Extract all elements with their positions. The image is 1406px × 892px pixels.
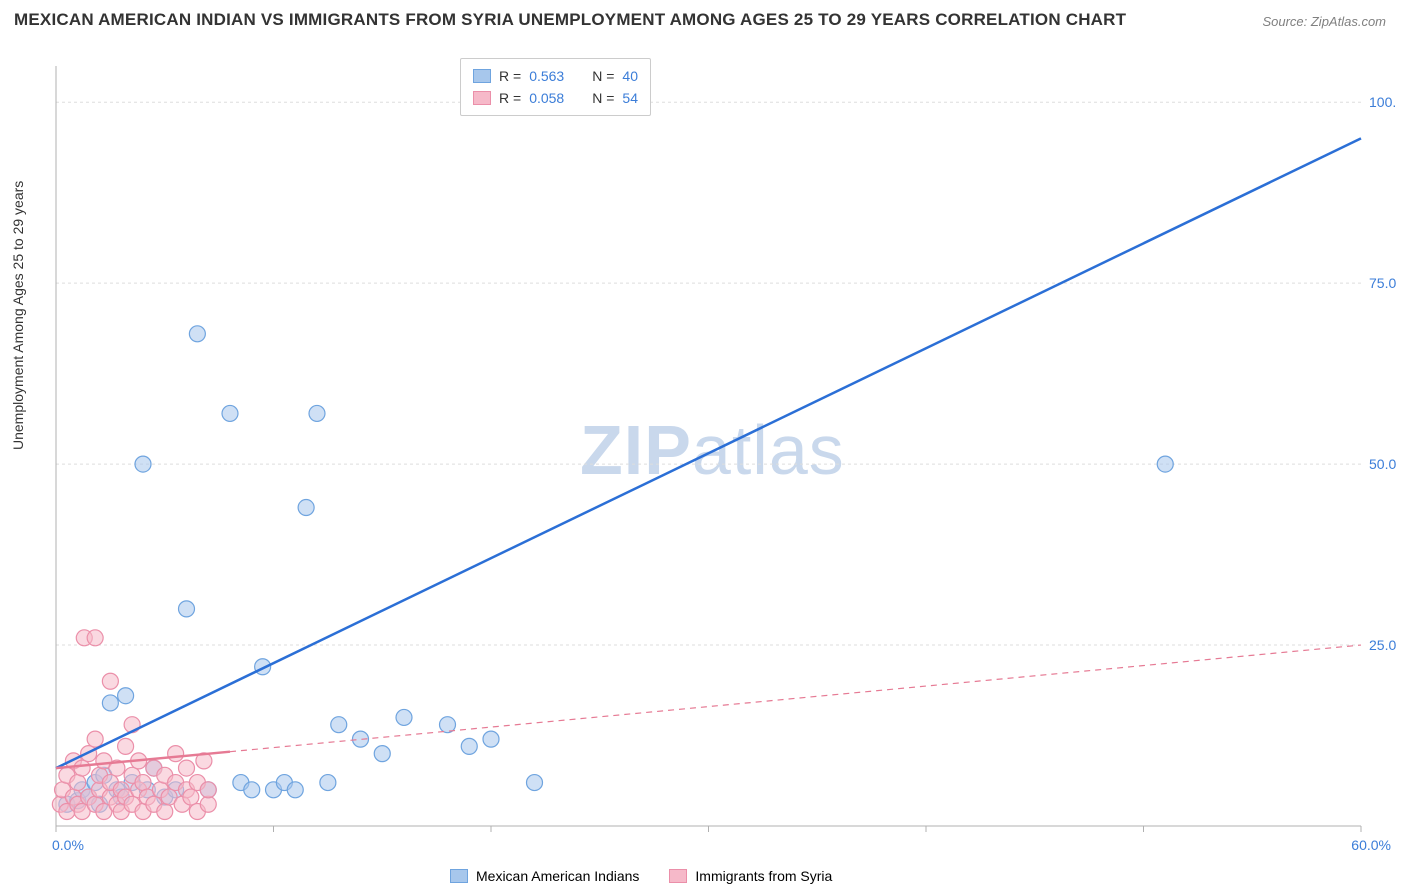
n-value: 40 xyxy=(622,65,638,87)
r-label: R = xyxy=(499,87,521,109)
data-point xyxy=(461,738,477,754)
data-point xyxy=(287,782,303,798)
r-label: R = xyxy=(499,65,521,87)
data-point xyxy=(320,775,336,791)
n-value: 54 xyxy=(622,87,638,109)
legend-label: Immigrants from Syria xyxy=(695,868,832,884)
data-point xyxy=(157,804,173,820)
data-point xyxy=(70,775,86,791)
n-label: N = xyxy=(592,87,614,109)
data-point xyxy=(309,405,325,421)
data-point xyxy=(87,630,103,646)
data-point xyxy=(74,760,90,776)
y-tick-label: 25.0% xyxy=(1369,637,1396,653)
r-value: 0.058 xyxy=(529,87,564,109)
legend-item: Immigrants from Syria xyxy=(669,868,832,884)
trend-line xyxy=(56,138,1361,768)
legend-label: Mexican American Indians xyxy=(476,868,639,884)
data-point xyxy=(183,789,199,805)
trend-line-dashed xyxy=(230,645,1361,752)
legend-row: R = 0.563 N = 40 xyxy=(473,65,638,87)
series-legend: Mexican American Indians Immigrants from … xyxy=(450,868,832,884)
legend-swatch xyxy=(473,69,491,83)
legend-item: Mexican American Indians xyxy=(450,868,639,884)
y-tick-label: 100.0% xyxy=(1369,94,1396,110)
data-point xyxy=(298,500,314,516)
y-tick-label: 75.0% xyxy=(1369,275,1396,291)
legend-swatch xyxy=(450,869,468,883)
data-point xyxy=(374,746,390,762)
data-point xyxy=(244,782,260,798)
data-point xyxy=(118,738,134,754)
scatter-chart: 25.0% 50.0% 75.0% 100.0% 0.0% 60.0% xyxy=(46,56,1396,856)
data-point xyxy=(222,405,238,421)
data-point xyxy=(118,688,134,704)
data-point xyxy=(179,601,195,617)
chart-title: MEXICAN AMERICAN INDIAN VS IMMIGRANTS FR… xyxy=(14,10,1126,30)
data-point xyxy=(102,673,118,689)
data-point xyxy=(102,695,118,711)
data-point xyxy=(1157,456,1173,472)
source-attribution: Source: ZipAtlas.com xyxy=(1262,14,1386,29)
data-point xyxy=(189,326,205,342)
data-point xyxy=(483,731,499,747)
legend-row: R = 0.058 N = 54 xyxy=(473,87,638,109)
data-point xyxy=(135,775,151,791)
y-tick-label: 50.0% xyxy=(1369,456,1396,472)
series-immigrants-from-syria xyxy=(52,630,216,820)
data-point xyxy=(527,775,543,791)
data-point xyxy=(200,782,216,798)
data-point xyxy=(331,717,347,733)
data-point xyxy=(179,760,195,776)
data-point xyxy=(135,456,151,472)
legend-swatch xyxy=(669,869,687,883)
n-label: N = xyxy=(592,65,614,87)
data-point xyxy=(200,796,216,812)
data-point xyxy=(168,746,184,762)
data-point xyxy=(87,731,103,747)
y-axis-label: Unemployment Among Ages 25 to 29 years xyxy=(10,181,26,450)
r-value: 0.563 xyxy=(529,65,564,87)
legend-swatch xyxy=(473,91,491,105)
x-tick-label: 60.0% xyxy=(1351,837,1391,853)
chart-svg: 25.0% 50.0% 75.0% 100.0% 0.0% 60.0% xyxy=(46,56,1396,856)
data-point xyxy=(396,709,412,725)
correlation-legend: R = 0.563 N = 40 R = 0.058 N = 54 xyxy=(460,58,651,116)
series-mexican-american-indians xyxy=(59,326,1173,812)
x-tick-label: 0.0% xyxy=(52,837,84,853)
